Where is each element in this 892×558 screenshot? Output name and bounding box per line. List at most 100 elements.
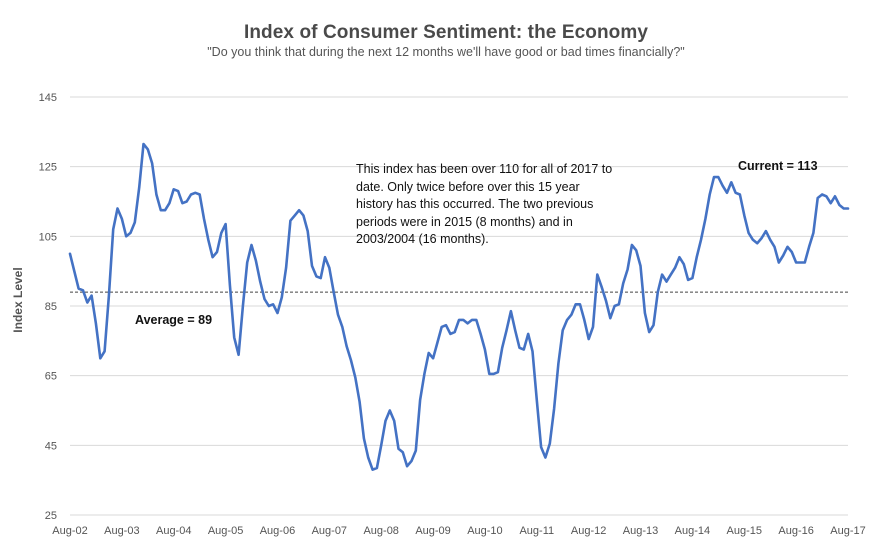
y-tick-label: 105 [39, 231, 57, 243]
annotation-current: Current = 113 [738, 159, 818, 173]
data-point [795, 261, 797, 263]
data-point [484, 348, 486, 350]
data-point [588, 338, 590, 340]
data-point [272, 303, 274, 305]
data-point [639, 265, 641, 267]
data-point [315, 275, 317, 277]
data-point [190, 193, 192, 195]
data-point [307, 230, 309, 232]
data-point [648, 331, 650, 333]
data-point [298, 209, 300, 211]
annotation-note: This index has been over 110 for all of … [356, 162, 613, 247]
data-point [717, 176, 719, 178]
data-point [830, 202, 832, 204]
data-point [224, 223, 226, 225]
data-point [263, 298, 265, 300]
data-point [103, 350, 105, 352]
data-point [95, 322, 97, 324]
data-point [285, 267, 287, 269]
data-point [505, 329, 507, 331]
data-point [531, 350, 533, 352]
data-point [376, 467, 378, 469]
data-point [138, 186, 140, 188]
data-point [281, 296, 283, 298]
data-point [804, 261, 806, 263]
data-point [311, 265, 313, 267]
data-point [294, 214, 296, 216]
data-point [233, 336, 235, 338]
data-point [268, 305, 270, 307]
data-point [466, 322, 468, 324]
data-point [415, 449, 417, 451]
data-point [674, 267, 676, 269]
y-tick-label: 45 [45, 440, 57, 452]
data-point [492, 373, 494, 375]
x-tick-label: Aug-06 [260, 525, 295, 537]
data-point [756, 242, 758, 244]
data-point [302, 214, 304, 216]
y-tick-label: 145 [39, 92, 57, 104]
data-point [765, 230, 767, 232]
data-point [635, 249, 637, 251]
data-point [743, 214, 745, 216]
data-point [207, 239, 209, 241]
data-point [752, 239, 754, 241]
data-point [583, 319, 585, 321]
data-point [596, 273, 598, 275]
data-point [363, 437, 365, 439]
data-point [371, 469, 373, 471]
x-tick-label: Aug-11 [519, 525, 554, 537]
data-point [432, 357, 434, 359]
data-point [665, 280, 667, 282]
data-point [523, 348, 525, 350]
data-point [847, 207, 849, 209]
data-point [345, 345, 347, 347]
data-point [843, 207, 845, 209]
data-point [678, 256, 680, 258]
data-point [778, 261, 780, 263]
data-point [358, 401, 360, 403]
data-point [562, 329, 564, 331]
x-tick-label: Aug-13 [623, 525, 658, 537]
data-point [134, 221, 136, 223]
data-point [168, 202, 170, 204]
data-point [211, 256, 213, 258]
data-point [821, 193, 823, 195]
data-point [812, 232, 814, 234]
y-tick-labels: 25 45 65 85 105 125 145 [39, 92, 57, 522]
data-point [709, 193, 711, 195]
data-point [458, 319, 460, 321]
data-point [773, 246, 775, 248]
data-point [549, 442, 551, 444]
data-point [246, 261, 248, 263]
data-point [410, 460, 412, 462]
data-point [155, 193, 157, 195]
data-point [333, 291, 335, 293]
data-point [250, 244, 252, 246]
data-point [488, 373, 490, 375]
data-point [683, 263, 685, 265]
data-point [609, 317, 611, 319]
data-point [350, 359, 352, 361]
data-point [808, 246, 810, 248]
data-point [108, 294, 110, 296]
data-point [786, 246, 788, 248]
data-point [497, 371, 499, 373]
data-point [90, 294, 92, 296]
data-point [825, 195, 827, 197]
data-point [337, 314, 339, 316]
x-tick-label: Aug-14 [675, 525, 710, 537]
data-point [838, 204, 840, 206]
data-point [626, 268, 628, 270]
data-point [423, 373, 425, 375]
data-point [622, 282, 624, 284]
data-point [276, 312, 278, 314]
x-tick-labels: Aug-02 Aug-03 Aug-04 Aug-05 Aug-06 Aug-07 Aug-… [52, 525, 865, 537]
data-point [354, 376, 356, 378]
data-point [510, 310, 512, 312]
data-point [471, 319, 473, 321]
data-point [575, 303, 577, 305]
data-point [704, 218, 706, 220]
chart-subtitle: "Do you think that during the next 12 mo… [207, 45, 685, 59]
